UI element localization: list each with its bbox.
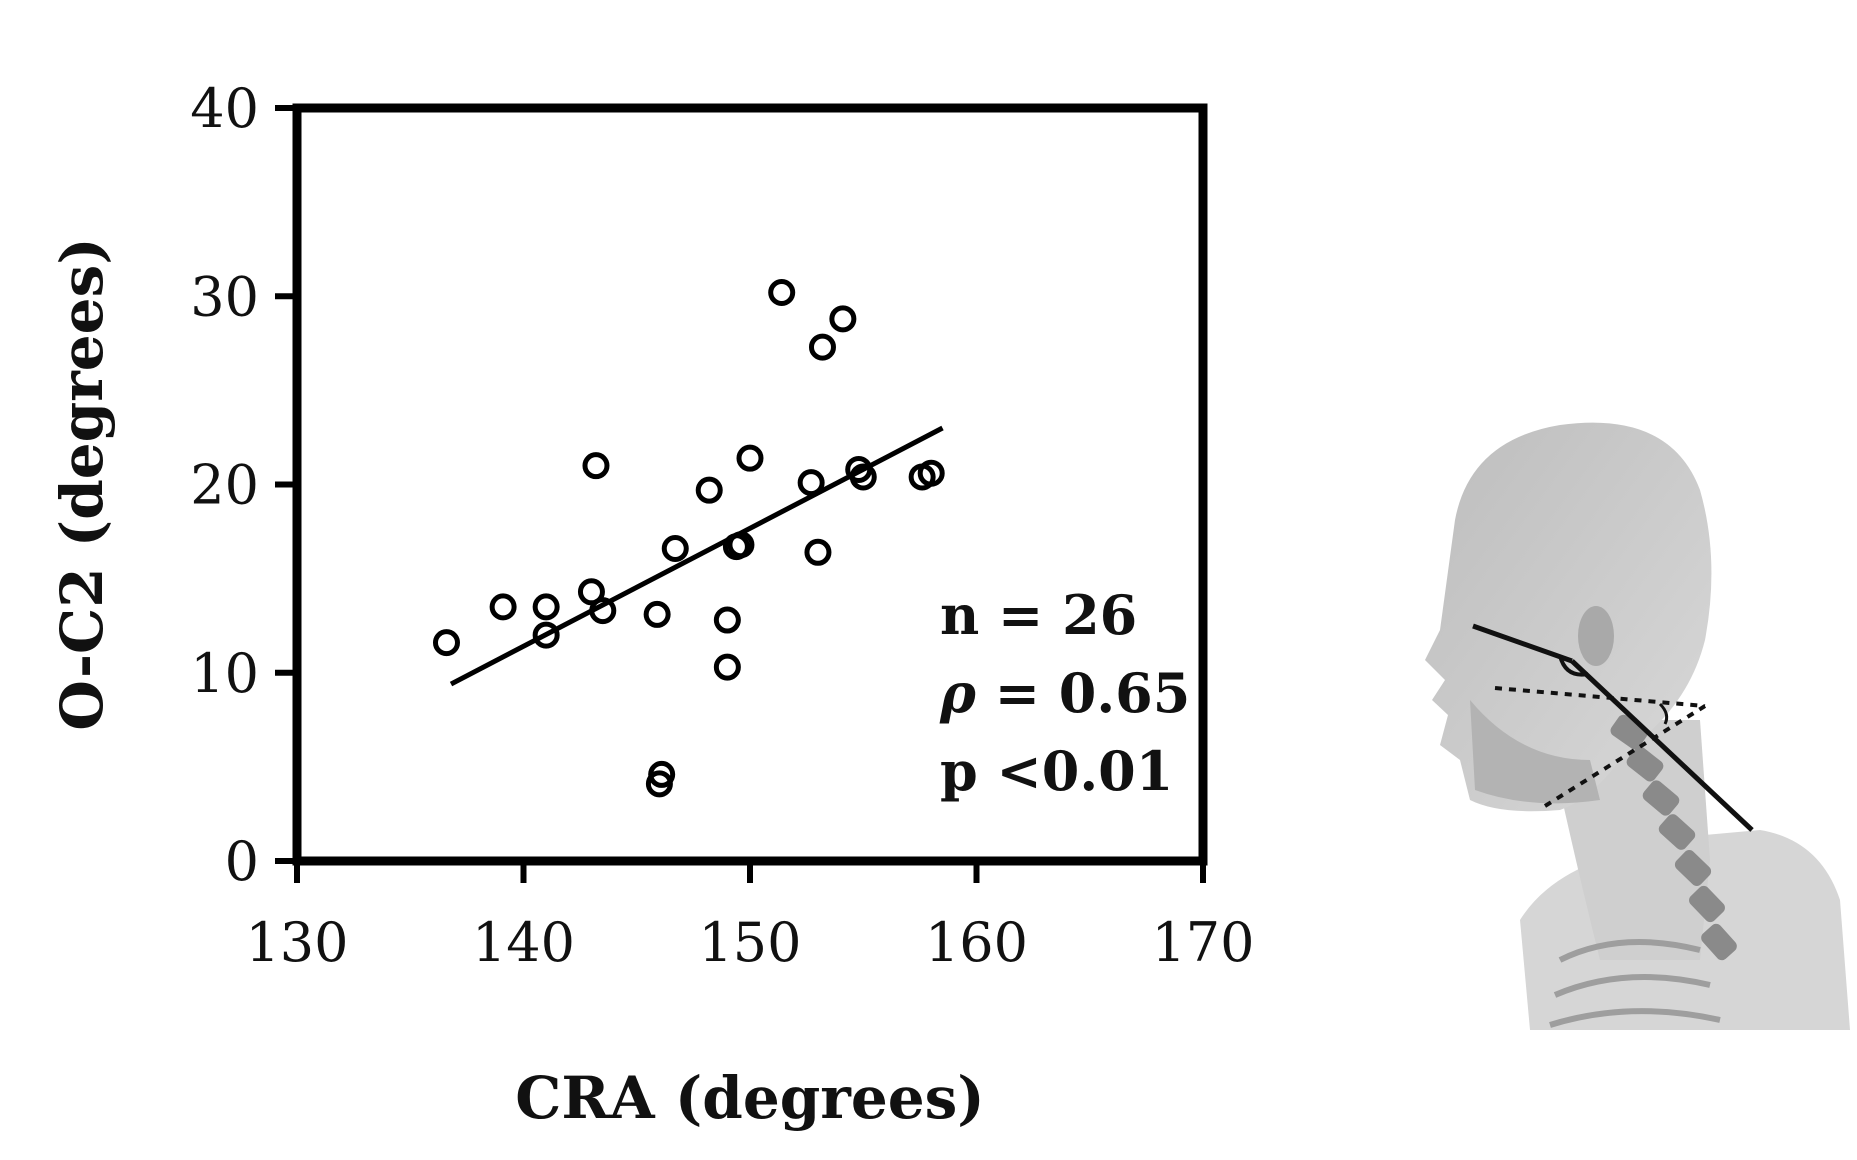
data-point (532, 593, 560, 621)
data-point (829, 305, 857, 333)
x-axis-title: CRA (degrees) (515, 1064, 984, 1132)
y-tick-label: 30 (190, 265, 259, 328)
data-point (713, 653, 741, 681)
head-shape (1425, 422, 1712, 812)
y-tick-label: 20 (190, 454, 259, 517)
y-axis-ticks: 0 10 20 30 40 (190, 77, 297, 893)
y-axis-title: O-C2 (degrees) (48, 237, 116, 730)
jaw-shading (1470, 700, 1600, 804)
stats-annotation: n = 26 ρ = 0.65 p <0.01 (939, 583, 1190, 803)
data-point (532, 621, 560, 649)
data-point (917, 459, 945, 487)
data-point (589, 597, 617, 625)
y-tick-label: 0 (225, 830, 259, 893)
data-points (432, 278, 945, 798)
y-tick-label: 10 (190, 642, 259, 705)
data-point (648, 760, 676, 788)
data-point (489, 593, 517, 621)
angle-lines (1472, 623, 1754, 832)
data-point (797, 469, 825, 497)
y-tick-label: 40 (190, 77, 259, 140)
rho-value: = 0.65 (976, 661, 1190, 725)
x-tick-label: 150 (698, 911, 801, 974)
x-tick-label: 130 (245, 911, 348, 974)
head-neck-cervical-spine-icon (1425, 422, 1850, 1030)
stats-n: n = 26 (940, 583, 1137, 647)
data-point (661, 535, 689, 563)
x-tick-label: 140 (472, 911, 575, 974)
trend-line (449, 425, 944, 687)
data-point (736, 444, 764, 472)
data-point (577, 578, 605, 606)
data-point (582, 452, 610, 480)
stats-p: p <0.01 (940, 739, 1173, 803)
data-point (432, 629, 460, 657)
ribs (1549, 939, 1721, 1028)
data-point (804, 538, 832, 566)
data-point (768, 278, 796, 306)
rho-symbol: ρ (939, 661, 977, 725)
x-tick-label: 170 (1151, 911, 1254, 974)
data-point (713, 606, 741, 634)
data-point (695, 476, 723, 504)
stats-rho: ρ = 0.65 (939, 661, 1190, 725)
data-point (727, 531, 755, 559)
cervical-spine (1610, 714, 1737, 961)
data-point (643, 600, 671, 628)
x-axis-ticks: 130 140 150 160 170 (245, 861, 1255, 974)
data-point (849, 463, 877, 491)
data-point (808, 333, 836, 361)
x-tick-label: 160 (925, 911, 1028, 974)
ear-shape (1578, 606, 1614, 666)
